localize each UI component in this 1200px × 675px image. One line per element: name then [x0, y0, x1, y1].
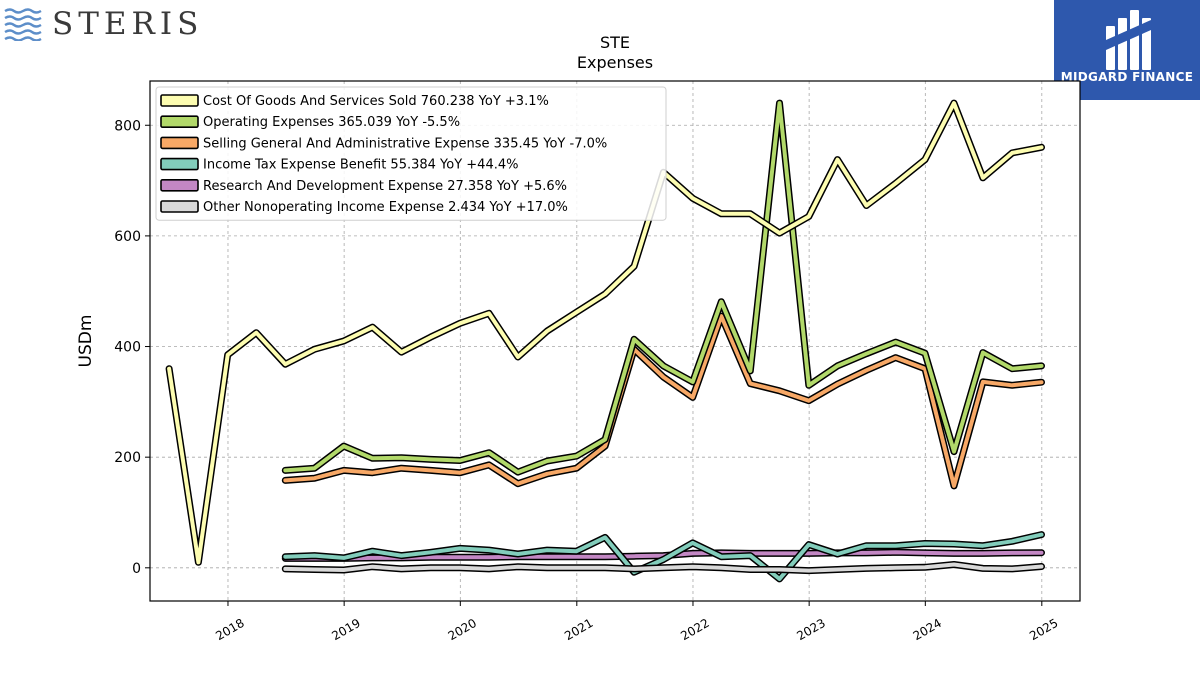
legend-entry: Cost Of Goods And Services Sold 760.238 …	[203, 94, 549, 109]
legend-swatch	[160, 94, 199, 107]
y-axis-label: USDm	[76, 315, 96, 368]
series-layer	[165, 99, 1045, 583]
series-line-operating-expenses	[283, 101, 1044, 475]
chart-subtitle: Expenses	[577, 53, 653, 72]
legend-entry: Other Nonoperating Income Expense 2.434 …	[203, 200, 568, 215]
series-line-cost-of-goods-and-services-sold	[167, 101, 1044, 565]
legend-swatch	[160, 200, 199, 213]
series-line-other-nonoperating-income-expense	[283, 562, 1044, 573]
series-line-selling-general-and-administrative-expense	[283, 314, 1044, 488]
x-tick-label: 2022	[678, 616, 711, 643]
legend-box	[155, 86, 667, 221]
x-tick-label: 2021	[562, 616, 595, 643]
y-tick-label: 800	[114, 118, 141, 134]
legend-entry: Operating Expenses 365.039 YoY -5.5%	[203, 115, 460, 130]
legend-entry: Income Tax Expense Benefit 55.384 YoY +4…	[203, 158, 518, 173]
midgard-brand-name: MIDGARD FINANCE	[1060, 70, 1194, 84]
legend-swatch	[160, 115, 199, 128]
legend-swatch	[160, 179, 199, 192]
legend-entry: Research And Development Expense 27.358 …	[203, 179, 567, 194]
y-tick-label: 400	[114, 340, 141, 356]
x-tick-label: 2023	[794, 616, 827, 643]
steris-logo: STERIS	[4, 4, 203, 44]
x-tick-label: 2018	[213, 616, 246, 643]
legend: Cost Of Goods And Services Sold 760.238 …	[155, 86, 667, 221]
plot-frame	[149, 80, 1081, 602]
legend-swatch	[160, 136, 199, 150]
legend-swatch	[160, 157, 199, 171]
x-tick-label: 2025	[1027, 616, 1060, 643]
x-tick-label: 2020	[446, 616, 479, 643]
y-tick-label: 200	[114, 450, 141, 466]
chart-title: STE	[600, 33, 630, 52]
x-tick-label: 2024	[911, 616, 944, 643]
steris-wordmark: STERIS	[52, 6, 204, 42]
steris-waves-icon	[4, 8, 42, 41]
x-tick-label: 2019	[329, 616, 362, 643]
series-line-income-tax-expense-benefit	[283, 532, 1044, 581]
y-tick-label: 600	[114, 229, 141, 245]
legend-entry: Selling General And Administrative Expen…	[203, 136, 607, 151]
midgard-emblem-icon	[1106, 10, 1151, 70]
y-tick-label: 0	[132, 561, 141, 577]
